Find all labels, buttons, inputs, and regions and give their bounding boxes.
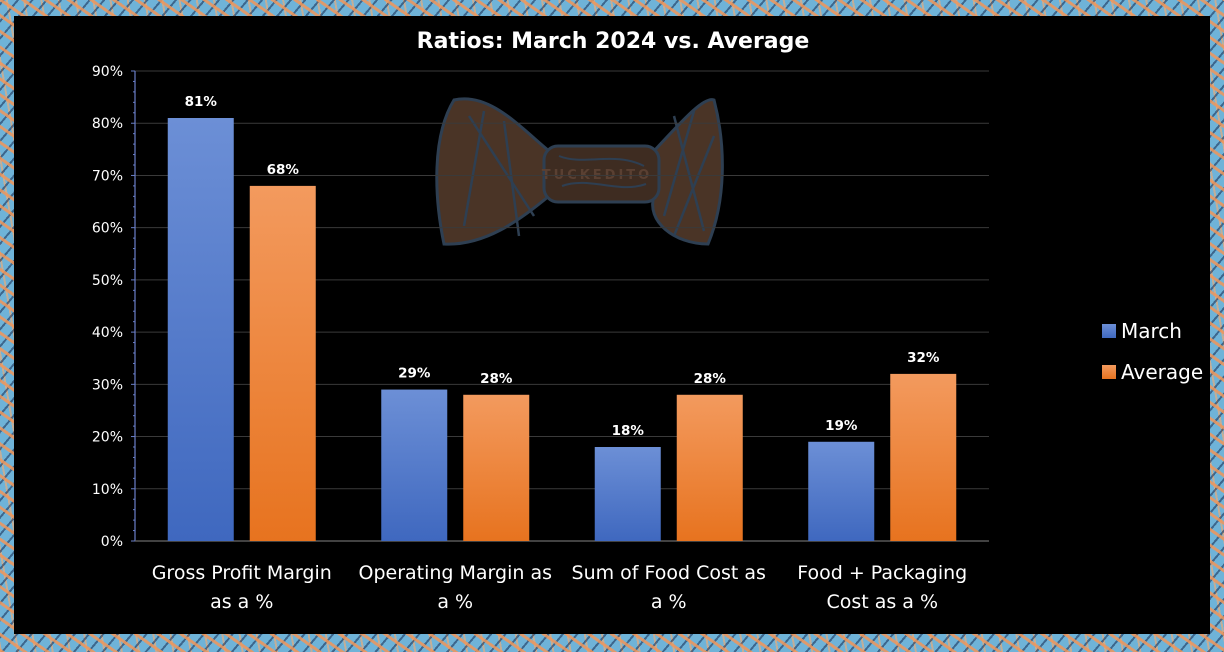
data-label: 28% bbox=[694, 371, 727, 387]
category-label: as a % bbox=[210, 591, 273, 613]
category-labels: Gross Profit Margin as a % Operating Margi… bbox=[152, 562, 968, 613]
data-label: 19% bbox=[825, 418, 858, 434]
chart-panel: Ratios: March 2024 vs. Average TUCKEDITO… bbox=[14, 16, 1210, 634]
legend-label-march: March bbox=[1121, 319, 1182, 343]
y-tick-label: 90% bbox=[92, 64, 123, 80]
bar-march bbox=[167, 118, 234, 541]
category-label: a % bbox=[437, 591, 473, 613]
category-label: Food + Packaging bbox=[797, 562, 967, 584]
category-label: Sum of Food Cost as bbox=[572, 562, 766, 584]
bar-march bbox=[808, 441, 875, 541]
category-label: Gross Profit Margin bbox=[152, 562, 332, 584]
bar-chart: Ratios: March 2024 vs. Average TUCKEDITO… bbox=[92, 29, 1203, 613]
chart-title: Ratios: March 2024 vs. Average bbox=[417, 29, 810, 54]
category-label: a % bbox=[651, 591, 687, 613]
y-tick-label: 50% bbox=[92, 273, 123, 289]
legend-label-average: Average bbox=[1121, 360, 1203, 384]
bar-average bbox=[890, 373, 957, 541]
y-tick-label: 80% bbox=[92, 116, 123, 132]
bar-average bbox=[676, 394, 743, 541]
data-label: 28% bbox=[480, 371, 513, 387]
y-tick-label: 70% bbox=[92, 168, 123, 184]
data-label: 68% bbox=[267, 162, 300, 178]
bar-average bbox=[249, 185, 316, 541]
bar-average bbox=[463, 394, 530, 541]
y-tick-label: 30% bbox=[92, 377, 123, 393]
y-tick-label: 0% bbox=[101, 534, 123, 550]
data-labels: 81% 68% 29% 28% 18% 28% 19% 32% bbox=[185, 94, 940, 439]
data-label: 81% bbox=[185, 94, 218, 110]
data-label: 29% bbox=[398, 366, 431, 382]
category-label: Cost as a % bbox=[826, 591, 938, 613]
bar-march bbox=[381, 389, 448, 541]
watermark: TUCKEDITO bbox=[435, 97, 724, 246]
legend-swatch-march bbox=[1102, 324, 1116, 338]
bars bbox=[167, 118, 957, 541]
y-tick-label: 20% bbox=[92, 430, 123, 446]
y-tick-label: 40% bbox=[92, 325, 123, 341]
legend: March Average bbox=[1102, 319, 1203, 384]
legend-swatch-average bbox=[1102, 365, 1116, 379]
category-label: Operating Margin as bbox=[358, 562, 552, 584]
data-label: 32% bbox=[907, 350, 940, 366]
bar-march bbox=[594, 447, 661, 541]
y-tick-label: 60% bbox=[92, 221, 123, 237]
data-label: 18% bbox=[612, 423, 645, 439]
y-tick-label: 10% bbox=[92, 482, 123, 498]
